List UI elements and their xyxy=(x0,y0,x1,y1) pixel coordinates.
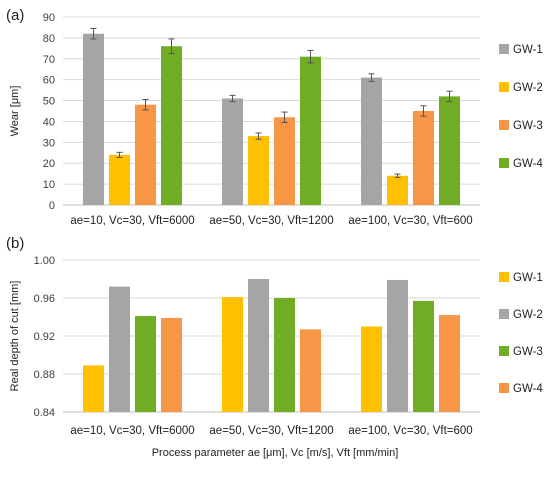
y-tick-label: 60 xyxy=(43,75,55,87)
y-tick-label: 70 xyxy=(43,54,55,66)
y-tick-label: 0.88 xyxy=(34,369,55,381)
bar xyxy=(387,279,408,412)
bar xyxy=(109,286,130,412)
y-tick-label: 80 xyxy=(43,33,55,45)
panel-label: (a) xyxy=(6,7,24,24)
x-category-label: ae=100, Vc=30, Vft=600 xyxy=(348,215,472,227)
legend-label: GW-1 xyxy=(513,272,543,284)
x-axis-title: Process parameter ae [μm], Vc [m/s], Vft… xyxy=(152,447,399,459)
bar xyxy=(439,96,460,205)
y-axis-title: Real depth of cut [mm] xyxy=(9,281,21,392)
bar xyxy=(300,56,321,205)
bar xyxy=(83,33,104,205)
legend-swatch xyxy=(499,272,509,282)
bar xyxy=(361,326,382,412)
legend-label: GW-3 xyxy=(513,346,543,358)
x-category-label: ae=100, Vc=30, Vft=600 xyxy=(348,425,472,437)
bar xyxy=(222,297,243,412)
y-tick-label: 90 xyxy=(43,12,55,24)
y-tick-label: 30 xyxy=(43,137,55,149)
bar xyxy=(361,77,382,205)
bar xyxy=(161,317,182,412)
y-tick-label: 0.92 xyxy=(34,331,55,343)
y-tick-label: 0.84 xyxy=(34,407,55,419)
chart-panel-b: (b) 0.84 0.88 0.92 0.96 1.00 Real depth of cut… xyxy=(6,235,543,437)
legend-swatch xyxy=(499,44,509,54)
bar xyxy=(109,154,130,205)
bar xyxy=(248,279,269,412)
y-tick-label: 10 xyxy=(43,179,55,191)
legend-label: GW-1 xyxy=(513,44,543,56)
bar xyxy=(387,175,408,205)
x-category-label: ae=10, Vc=30, Vft=6000 xyxy=(70,425,194,437)
x-category-label: ae=50, Vc=30, Vft=1200 xyxy=(209,215,333,227)
legend-swatch xyxy=(499,82,509,92)
bar xyxy=(135,104,156,205)
x-category-label: ae=10, Vc=30, Vft=6000 xyxy=(70,215,194,227)
bar xyxy=(222,98,243,205)
y-tick-label: 1.00 xyxy=(34,255,55,267)
chart-panel-a: (a) 0 10 20 30 40 50 60 70 80 90 Wear [μm] ae=10, Vc… xyxy=(6,7,543,227)
legend-label: GW-3 xyxy=(513,120,543,132)
y-tick-label: 0.96 xyxy=(34,293,55,305)
y-tick-label: 40 xyxy=(43,116,55,128)
y-axis-title: Wear [μm] xyxy=(9,86,21,137)
bar xyxy=(274,298,295,412)
legend-swatch xyxy=(499,383,509,393)
y-tick-label: 0 xyxy=(49,200,55,212)
panel-label: (b) xyxy=(6,235,24,252)
legend-swatch xyxy=(499,346,509,356)
bar xyxy=(300,329,321,412)
bar xyxy=(413,300,434,412)
legend-swatch xyxy=(499,120,509,130)
legend-swatch xyxy=(499,158,509,168)
bar xyxy=(274,117,295,205)
bar xyxy=(439,315,460,412)
legend-swatch xyxy=(499,309,509,319)
x-category-label: ae=50, Vc=30, Vft=1200 xyxy=(209,425,333,437)
bar xyxy=(413,111,434,205)
bar xyxy=(161,46,182,205)
y-tick-label: 20 xyxy=(43,158,55,170)
legend-label: GW-4 xyxy=(513,158,543,170)
bar xyxy=(83,365,104,412)
legend-label: GW-2 xyxy=(513,309,543,321)
bar xyxy=(248,136,269,205)
y-tick-label: 50 xyxy=(43,96,55,108)
bar xyxy=(135,316,156,412)
legend-label: GW-2 xyxy=(513,82,543,94)
legend-label: GW-4 xyxy=(513,383,543,395)
